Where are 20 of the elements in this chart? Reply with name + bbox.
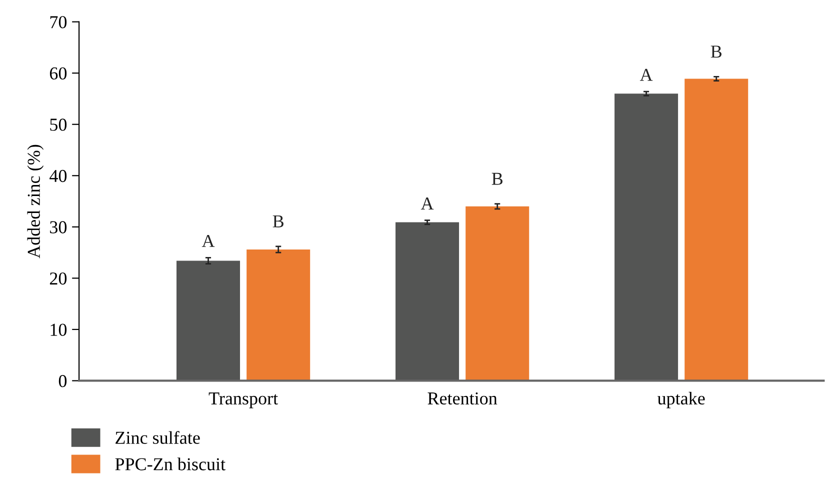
legend-label: PPC-Zn biscuit — [115, 458, 226, 470]
y-tick-label: 20 — [50, 272, 67, 285]
legend-label: Zinc sulfate — [116, 431, 200, 444]
data-label: A — [420, 198, 434, 210]
y-tick-label: 50 — [50, 118, 67, 131]
x-tick-label: Transport — [208, 392, 278, 408]
data-label: B — [272, 215, 284, 228]
y-tick-label: 30 — [50, 221, 67, 234]
y-axis-title: Added zinc (%) — [27, 144, 44, 258]
y-tick-label: 0 — [58, 374, 67, 388]
y-tick-label: 10 — [50, 324, 67, 336]
y-tick-label: 70 — [50, 16, 67, 28]
data-label: B — [492, 172, 502, 185]
data-label: A — [202, 234, 215, 247]
x-tick-label: Retention — [428, 392, 498, 405]
y-tick-label: 60 — [50, 67, 67, 80]
x-tick-label: uptake — [657, 392, 705, 408]
y-tick-label: 40 — [50, 170, 67, 182]
data-label: A — [640, 68, 653, 81]
data-label: B — [710, 46, 722, 58]
